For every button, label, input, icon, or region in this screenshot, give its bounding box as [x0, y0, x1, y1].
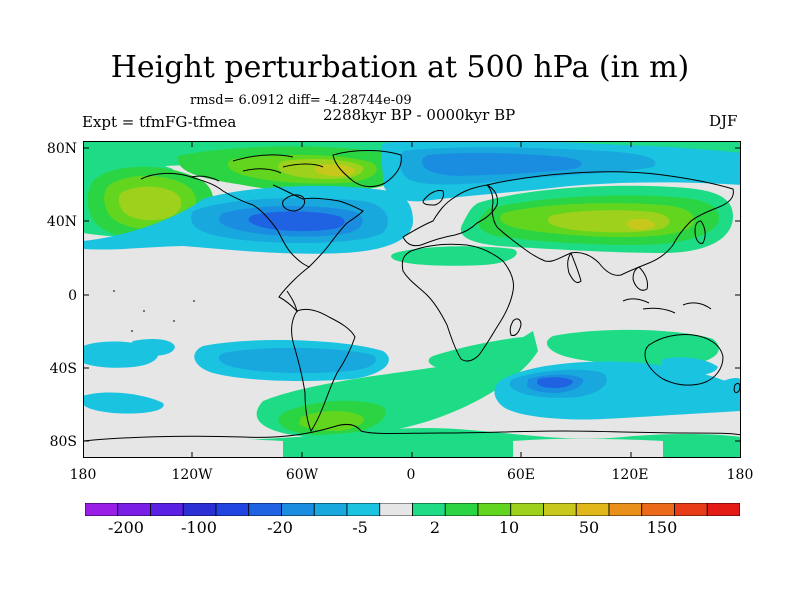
- colorbar-label: 10: [498, 518, 520, 537]
- lon-label-60e: 60E: [506, 467, 536, 483]
- colorbar-box: [281, 503, 315, 516]
- contour-fill-asia-positive: [391, 185, 733, 266]
- colorbar-label: 2: [429, 518, 441, 537]
- colorbar-box: [641, 503, 675, 516]
- colorbar-box: [346, 503, 381, 516]
- colorbar-box: [510, 503, 544, 516]
- plot-title: Height perturbation at 500 hPa (in m): [110, 50, 690, 85]
- lon-label-120w: 120W: [171, 467, 213, 483]
- colorbar-label: -100: [181, 518, 217, 537]
- contour-fill-south-pacific: [83, 339, 389, 414]
- colorbar-box: [444, 503, 479, 516]
- lat-label-80n: 80N: [46, 141, 77, 157]
- colorbar-box: [248, 503, 282, 516]
- colorbar-box: [674, 503, 708, 516]
- lon-label-180w: 180: [69, 467, 97, 483]
- lat-label-80s: 80S: [49, 434, 77, 450]
- lon-label-180e: 180: [726, 467, 754, 483]
- map-panel: [83, 141, 741, 458]
- coastlines: [83, 150, 741, 442]
- colorbar-box: [477, 503, 512, 516]
- axis-ticks: [83, 141, 741, 458]
- contour-fill-indian-ocean-negative: [494, 357, 741, 420]
- colorbar-label: 150: [646, 518, 678, 537]
- lat-label-0: 0: [68, 288, 77, 304]
- period-label: 2288kyr BP - 0000kyr BP: [323, 106, 516, 124]
- colorbar-box: [706, 503, 740, 516]
- lat-label-40s: 40S: [49, 361, 77, 377]
- stats-label: rmsd= 6.0912 diff= -4.28744e-09: [190, 93, 412, 108]
- season-label: DJF: [709, 112, 738, 130]
- colorbar-label: -20: [267, 518, 293, 537]
- colorbar-box: [117, 503, 151, 516]
- colorbar-box: [379, 503, 413, 516]
- colorbar: [85, 503, 740, 516]
- lat-label-40n: 40N: [46, 214, 77, 230]
- contour-fill-antarctic: [83, 427, 741, 458]
- colorbar-box: [543, 503, 577, 516]
- colorbar-box: [313, 503, 348, 516]
- colorbar-box: [608, 503, 643, 516]
- contour-fill-atlantic-negative: [83, 186, 413, 254]
- colorbar-label: -5: [352, 518, 368, 537]
- colorbar-box: [215, 503, 250, 516]
- colorbar-box: [85, 503, 119, 516]
- colorbar-box: [575, 503, 610, 516]
- colorbar-box: [182, 503, 217, 516]
- lon-label-0: 0: [406, 467, 416, 483]
- experiment-label: Expt = tfmFG-tfmea: [82, 113, 237, 131]
- lon-label-60w: 60W: [285, 467, 319, 483]
- lon-label-120e: 120E: [611, 467, 649, 483]
- contour-fill-south-atlantic-positive: [256, 329, 719, 438]
- colorbar-box: [150, 503, 184, 516]
- colorbar-label: 50: [578, 518, 600, 537]
- contour-fill-eurasia-negative: [381, 141, 741, 202]
- colorbar-box: [412, 503, 446, 516]
- colorbar-label: -200: [108, 518, 144, 537]
